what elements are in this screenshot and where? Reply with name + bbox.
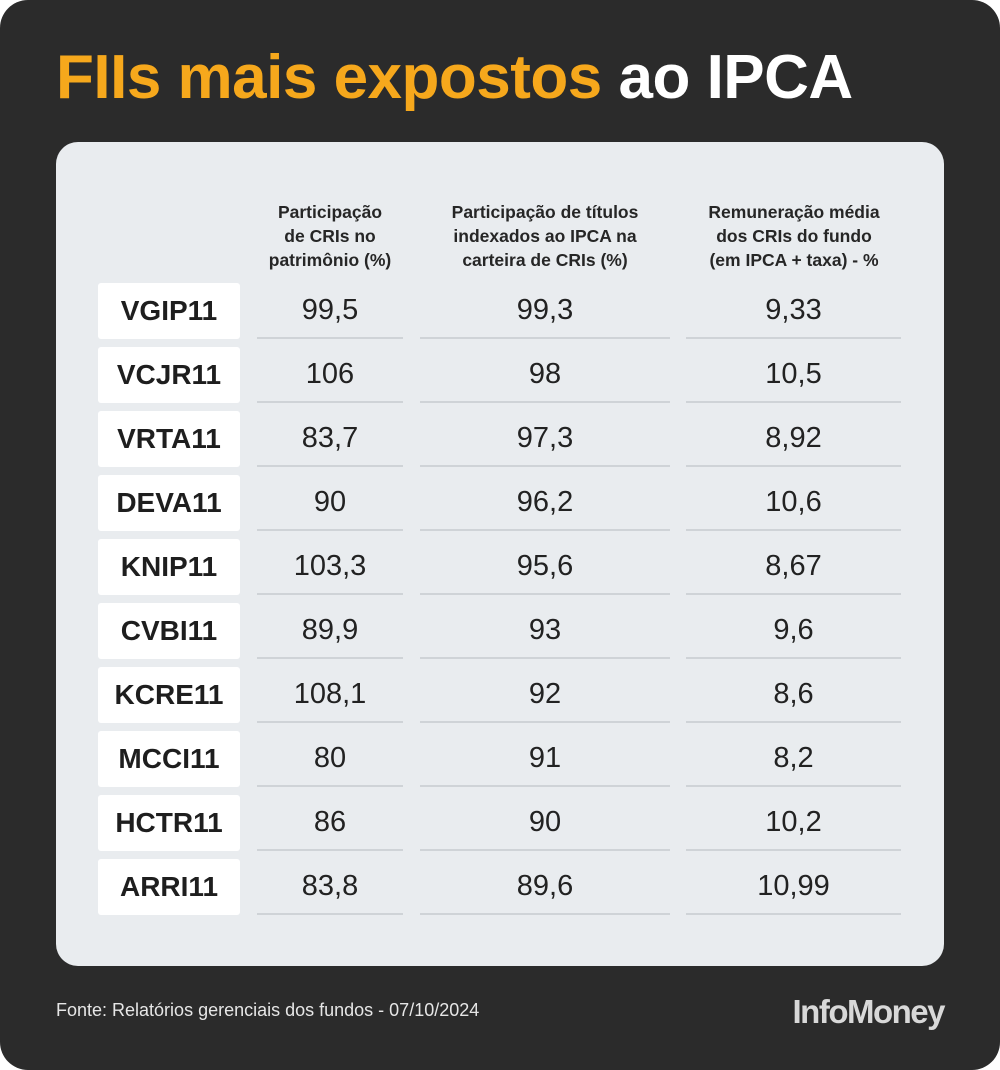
- source-note: Fonte: Relatórios gerenciais dos fundos …: [56, 1000, 480, 1020]
- table-row: DEVA11 90 96,2 10,6: [0, 475, 1000, 531]
- table-cell: 95,6: [420, 539, 670, 595]
- column-header-titulos-ipca: Participação de títulos indexados ao IPC…: [415, 196, 675, 276]
- table-cell: 108,1: [257, 667, 403, 723]
- table-cell: 96,2: [420, 475, 670, 531]
- column-header-remuneracao: Remuneração média dos CRIs do fundo (em …: [680, 196, 908, 276]
- column-header-line: (em IPCA + taxa) - %: [709, 250, 879, 270]
- fund-ticker: DEVA11: [98, 475, 240, 531]
- table-row: MCCI11 80 91 8,2: [0, 731, 1000, 787]
- table-cell: 93: [420, 603, 670, 659]
- column-header-line: patrimônio (%): [268, 250, 392, 270]
- table-cell: 9,33: [686, 283, 901, 339]
- fund-ticker: VGIP11: [98, 283, 240, 339]
- table-cell: 99,5: [257, 283, 403, 339]
- table-cell: 90: [420, 795, 670, 851]
- table-cell: 89,6: [420, 859, 670, 915]
- table-cell: 8,67: [686, 539, 901, 595]
- table-cell: 106: [257, 347, 403, 403]
- fund-ticker: HCTR11: [98, 795, 240, 851]
- table-row: ARRI11 83,8 89,6 10,99: [0, 859, 1000, 915]
- table-cell: 98: [420, 347, 670, 403]
- fund-ticker: ARRI11: [98, 859, 240, 915]
- table-cell: 89,9: [257, 603, 403, 659]
- column-header-line: Participação de títulos: [451, 202, 639, 222]
- table-cell: 99,3: [420, 283, 670, 339]
- fund-ticker: VCJR11: [98, 347, 240, 403]
- fund-ticker: KNIP11: [98, 539, 240, 595]
- table-cell: 10,5: [686, 347, 901, 403]
- table-cell: 80: [257, 731, 403, 787]
- table-cell: 90: [257, 475, 403, 531]
- column-header-line: indexados ao IPCA na: [453, 226, 637, 246]
- table-row: VCJR11 106 98 10,5: [0, 347, 1000, 403]
- table-cell: 83,7: [257, 411, 403, 467]
- table-row: VRTA11 83,7 97,3 8,92: [0, 411, 1000, 467]
- table-cell: 10,6: [686, 475, 901, 531]
- table-row: VGIP11 99,5 99,3 9,33: [0, 283, 1000, 339]
- title-highlight: FIIs mais expostos: [56, 43, 602, 112]
- fund-ticker: MCCI11: [98, 731, 240, 787]
- column-header-line: Participação: [277, 202, 383, 222]
- table-row: KCRE11 108,1 92 8,6: [0, 667, 1000, 723]
- table-row: KNIP11 103,3 95,6 8,67: [0, 539, 1000, 595]
- infomoney-logo: InfoMoney: [792, 993, 946, 1030]
- fund-ticker: KCRE11: [98, 667, 240, 723]
- table-cell: 97,3: [420, 411, 670, 467]
- column-header-line: Remuneração média: [708, 202, 880, 222]
- page-title: FIIs mais expostos ao IPCA: [56, 40, 853, 116]
- column-header-line: de CRIs no: [284, 226, 376, 246]
- table-cell: 8,92: [686, 411, 901, 467]
- title-rest: ao IPCA: [618, 43, 854, 112]
- table-cell: 10,99: [686, 859, 901, 915]
- table-cell: 92: [420, 667, 670, 723]
- table-cell: 8,6: [686, 667, 901, 723]
- fund-ticker: CVBI11: [98, 603, 240, 659]
- column-header-participacao-cri: Participação de CRIs no patrimônio (%): [250, 196, 410, 276]
- table-row: CVBI11 89,9 93 9,6: [0, 603, 1000, 659]
- table-cell: 91: [420, 731, 670, 787]
- table-row: HCTR11 86 90 10,2: [0, 795, 1000, 851]
- table-cell: 83,8: [257, 859, 403, 915]
- fund-ticker: VRTA11: [98, 411, 240, 467]
- table-cell: 9,6: [686, 603, 901, 659]
- column-header-line: carteira de CRIs (%): [462, 250, 628, 270]
- table-cell: 103,3: [257, 539, 403, 595]
- table-cell: 10,2: [686, 795, 901, 851]
- table-cell: 86: [257, 795, 403, 851]
- column-header-line: dos CRIs do fundo: [716, 226, 872, 246]
- table-cell: 8,2: [686, 731, 901, 787]
